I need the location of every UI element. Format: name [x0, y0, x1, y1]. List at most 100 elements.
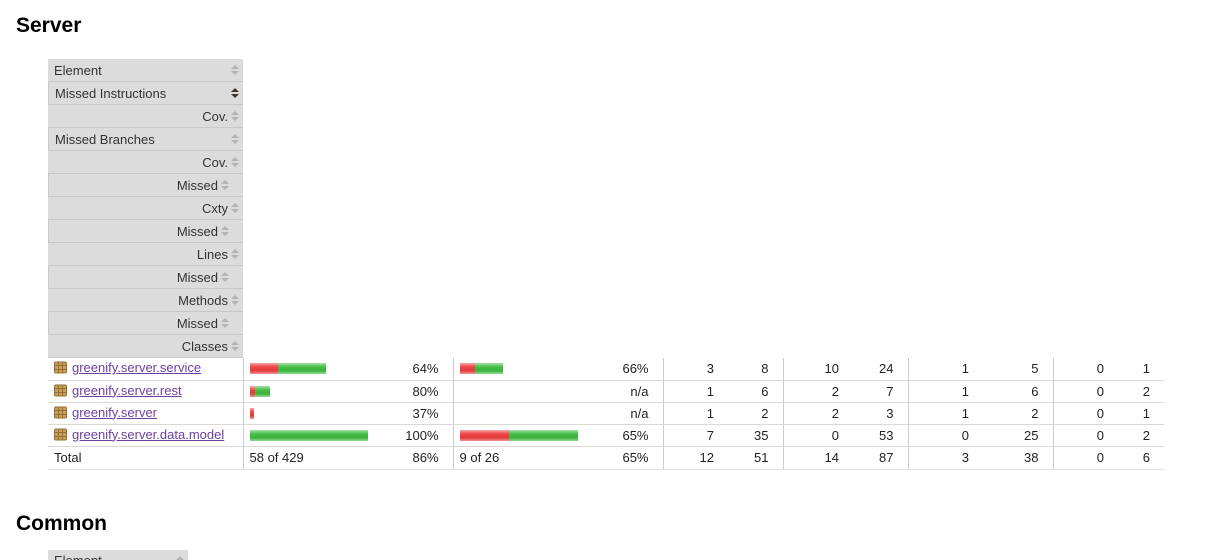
missed-cxty: 7: [662, 424, 728, 447]
missed-bar-segment: [249, 407, 254, 419]
package-link[interactable]: greenify.server: [72, 404, 158, 420]
total-lines: 87: [853, 446, 908, 470]
sort-icon: [231, 157, 239, 167]
methods: 6: [983, 380, 1053, 403]
package-link[interactable]: greenify.server.data.model: [72, 426, 225, 442]
branches-bar: [452, 380, 578, 403]
package-link[interactable]: greenify.server.rest: [72, 382, 182, 398]
column-header-branches-cov[interactable]: Cov.: [48, 151, 243, 174]
missed-classes: 0: [1052, 402, 1118, 425]
column-header-missed-methods[interactable]: Missed: [48, 266, 243, 289]
total-label: Total: [48, 446, 243, 470]
missed-classes: 0: [1052, 424, 1118, 447]
sort-icon: [221, 180, 229, 190]
branches-bar: [452, 424, 578, 447]
missed-cxty: 3: [662, 358, 728, 381]
column-header-lines[interactable]: Lines: [48, 243, 243, 266]
missed-classes: 0: [1052, 380, 1118, 403]
package-link[interactable]: greenify.server.service: [72, 360, 202, 376]
branches-bar: [452, 402, 578, 425]
missed-lines: 10: [782, 358, 853, 381]
methods: 2: [983, 402, 1053, 425]
instructions-coverage: 100%: [368, 424, 453, 447]
missed-bar-segment: [249, 363, 278, 375]
lines: 7: [853, 380, 908, 403]
total-missed-lines: 14: [782, 446, 853, 470]
sort-icon: [231, 341, 239, 351]
sort-icon: [231, 249, 239, 259]
column-header-missed-lines[interactable]: Missed: [48, 220, 243, 243]
branches-coverage: n/a: [578, 402, 663, 425]
missed-bar-segment: [459, 429, 509, 441]
instructions-bar: [242, 380, 368, 403]
column-header-element[interactable]: Element: [48, 549, 188, 560]
missed-methods: 0: [907, 424, 983, 447]
table-row: greenify.server.rest 80% n/a 1 6 2 7 1 6…: [48, 380, 1164, 403]
sort-icon: [221, 226, 229, 236]
cxty: 6: [728, 380, 783, 403]
missed-cxty: 1: [662, 402, 728, 425]
sort-icon: [221, 272, 229, 282]
covered-bar-segment: [254, 385, 270, 397]
covered-bar-segment: [508, 429, 578, 441]
missed-bar-segment: [459, 363, 475, 375]
column-header-missed-instructions[interactable]: Missed Instructions: [48, 82, 243, 105]
coverage-table-common: Element Missed Instructions Cov. Missed …: [48, 549, 1164, 560]
column-header-classes[interactable]: Classes: [48, 335, 243, 358]
cxty: 35: [728, 424, 783, 447]
table-header-row: Element Missed Instructions Cov. Missed …: [48, 549, 1164, 560]
table-header-row: Element Missed Instructions Cov. Missed …: [48, 59, 1164, 358]
missed-methods: 1: [907, 358, 983, 381]
classes: 1: [1118, 402, 1164, 425]
total-branches: 9 of 26: [452, 446, 578, 470]
coverage-table-server: Element Missed Instructions Cov. Missed …: [48, 59, 1164, 470]
instructions-coverage: 64%: [368, 358, 453, 381]
classes: 2: [1118, 424, 1164, 447]
total-cxty: 51: [728, 446, 783, 470]
missed-cxty: 1: [662, 380, 728, 403]
table-row: greenify.server 37% n/a 1 2 2 3 1 2 0 1: [48, 402, 1164, 425]
total-missed-classes: 0: [1052, 446, 1118, 470]
column-header-missed-branches[interactable]: Missed Branches: [48, 128, 243, 151]
total-row: Total 58 of 429 86% 9 of 26 65% 12 51 14…: [48, 446, 1164, 470]
total-instructions: 58 of 429: [242, 446, 368, 470]
missed-methods: 1: [907, 380, 983, 403]
branches-coverage: 66%: [578, 358, 663, 381]
table-row: greenify.server.data.model 100% 65% 7 35…: [48, 424, 1164, 447]
package-icon: [54, 406, 67, 422]
column-header-element[interactable]: Element: [48, 59, 243, 82]
sort-icon: [231, 295, 239, 305]
total-methods: 38: [983, 446, 1053, 470]
column-header-methods[interactable]: Methods: [48, 289, 243, 312]
sort-icon: [231, 203, 239, 213]
methods: 5: [983, 358, 1053, 381]
table-row: greenify.server.service 64% 66% 3 8 10 2…: [48, 358, 1164, 381]
column-header-missed-cxty[interactable]: Missed: [48, 174, 243, 197]
instructions-coverage: 37%: [368, 402, 453, 425]
total-branches-coverage: 65%: [578, 446, 663, 470]
missed-bar-segment: [249, 385, 255, 397]
missed-classes: 0: [1052, 358, 1118, 381]
instructions-bar: [242, 358, 368, 381]
total-classes: 6: [1118, 446, 1164, 470]
cxty: 2: [728, 402, 783, 425]
missed-lines: 2: [782, 380, 853, 403]
sort-icon: [231, 134, 239, 144]
total-missed-methods: 3: [907, 446, 983, 470]
package-icon: [54, 428, 67, 444]
total-missed-cxty: 12: [662, 446, 728, 470]
package-icon: [54, 384, 67, 400]
column-header-cxty[interactable]: Cxty: [48, 197, 243, 220]
section-heading-common: Common: [16, 511, 107, 535]
methods: 25: [983, 424, 1053, 447]
sort-icon: [231, 65, 239, 75]
sort-icon-active: [231, 88, 239, 98]
total-instructions-coverage: 86%: [368, 446, 453, 470]
column-header-instructions-cov[interactable]: Cov.: [48, 105, 243, 128]
lines: 53: [853, 424, 908, 447]
missed-lines: 2: [782, 402, 853, 425]
package-icon: [54, 361, 67, 377]
column-header-missed-classes[interactable]: Missed: [48, 312, 243, 335]
lines: 24: [853, 358, 908, 381]
lines: 3: [853, 402, 908, 425]
